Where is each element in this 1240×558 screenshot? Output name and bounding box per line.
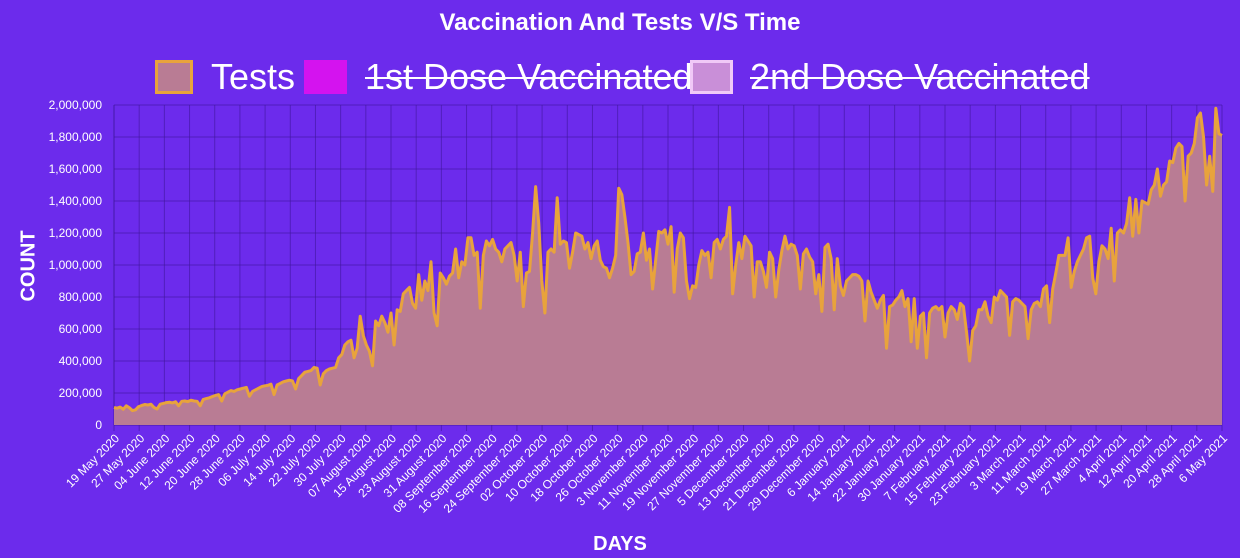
legend-label-2nd-dose: 2nd Dose Vaccinated <box>750 56 1090 97</box>
y-tick-label: 800,000 <box>59 290 103 304</box>
legend-item-1st-dose[interactable]: 1st Dose Vaccinated <box>304 56 693 98</box>
tests-line <box>113 106 1223 413</box>
y-tick-label: 1,800,000 <box>49 130 103 144</box>
series-group <box>113 106 1223 425</box>
chart-title: Vaccination And Tests V/S Time <box>439 9 801 36</box>
legend-item-2nd-dose[interactable]: 2nd Dose Vaccinated <box>690 56 1090 98</box>
y-tick-label: 2,000,000 <box>49 98 103 112</box>
legend-swatch-1st-dose <box>304 60 347 94</box>
y-tick-label: 600,000 <box>59 322 103 336</box>
legend-item-tests[interactable]: Tests <box>155 56 295 98</box>
legend-swatch-tests <box>155 60 193 94</box>
y-tick-label: 400,000 <box>59 354 103 368</box>
y-tick-labels: 0 200,000 400,000 600,000 800,000 1,000,000 1,… <box>49 98 103 432</box>
legend-label-1st-dose: 1st Dose Vaccinated <box>365 56 693 97</box>
y-tick-label: 1,400,000 <box>49 194 103 208</box>
legend-label-tests: Tests <box>211 56 296 97</box>
tests-area <box>114 108 1222 425</box>
y-tick-label: 200,000 <box>59 386 103 400</box>
y-tick-label: 1,600,000 <box>49 162 103 176</box>
x-axis-label: DAYS <box>593 533 647 555</box>
y-tick-label: 0 <box>95 418 102 432</box>
y-tick-label: 1,200,000 <box>49 226 103 240</box>
legend-swatch-2nd-dose <box>690 60 733 94</box>
legend: Tests 1st Dose Vaccinated 2nd Dose Vacci… <box>0 56 1240 98</box>
y-tick-label: 1,000,000 <box>49 258 103 272</box>
